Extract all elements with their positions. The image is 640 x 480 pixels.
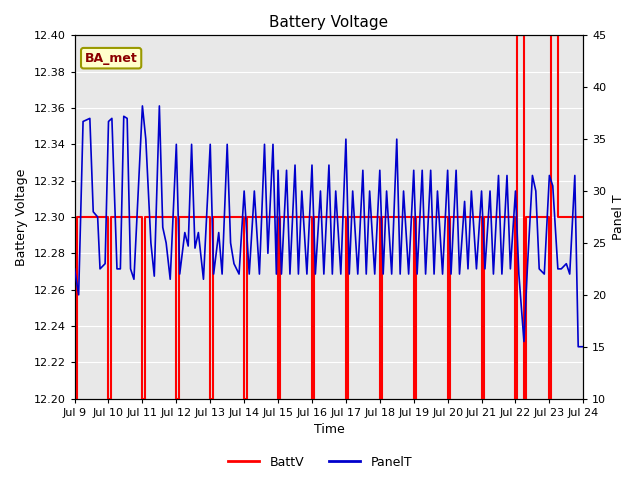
Y-axis label: Panel T: Panel T [612,194,625,240]
Y-axis label: Battery Voltage: Battery Voltage [15,168,28,265]
X-axis label: Time: Time [314,423,344,436]
Text: BA_met: BA_met [84,52,138,65]
Legend: BattV, PanelT: BattV, PanelT [223,451,417,474]
Title: Battery Voltage: Battery Voltage [269,15,388,30]
